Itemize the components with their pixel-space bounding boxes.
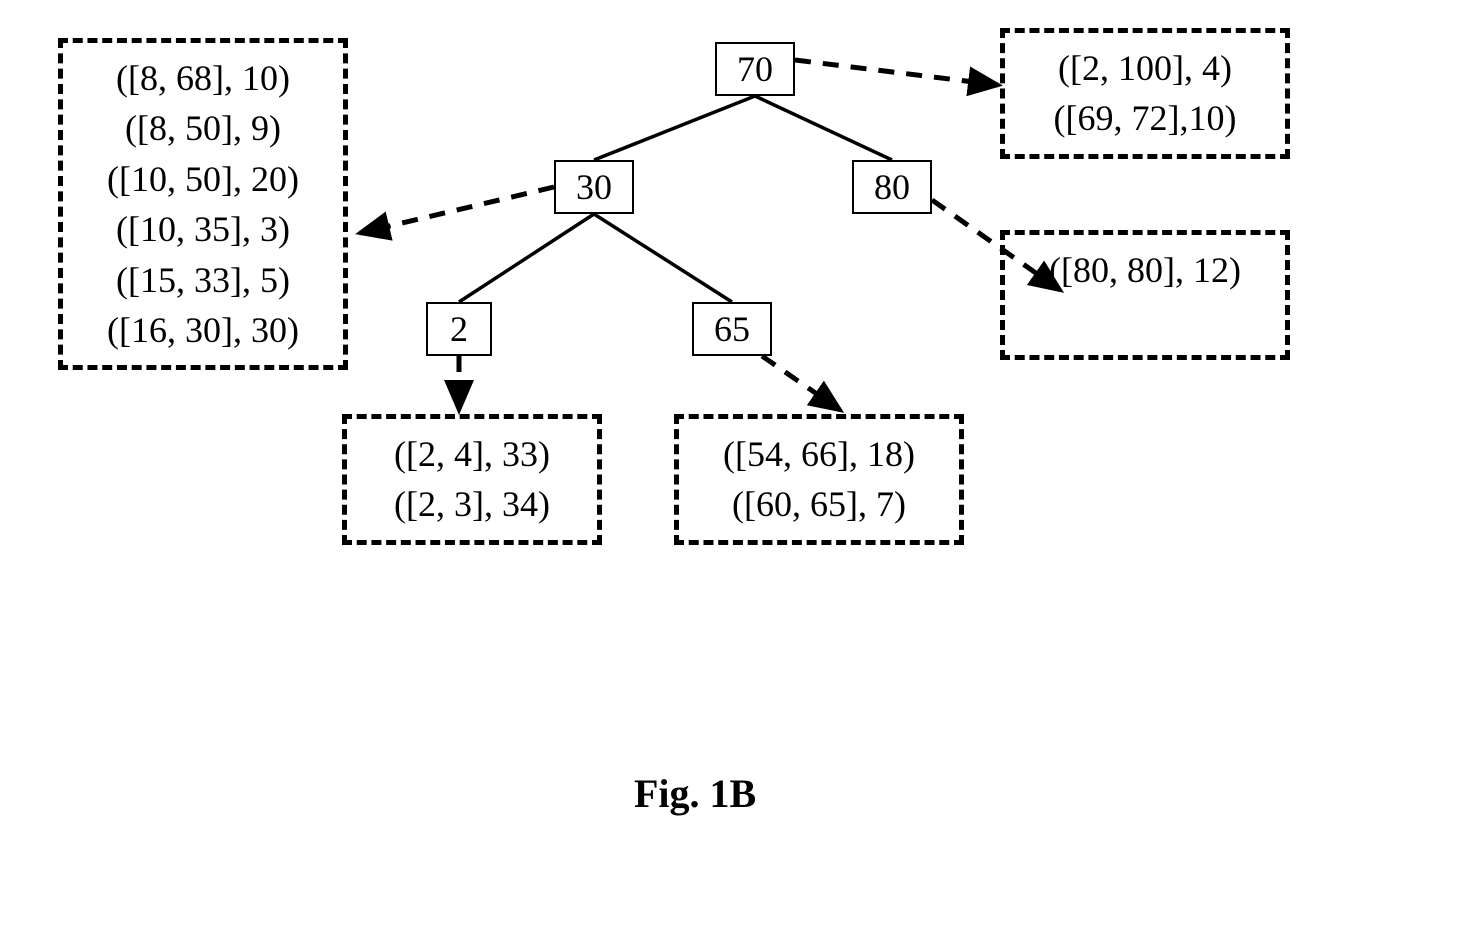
data-box-line: ([10, 50], 20): [77, 154, 329, 204]
data-box-line: ([8, 50], 9): [77, 103, 329, 153]
data-box-line: ([15, 33], 5): [77, 255, 329, 305]
tree-edges: [459, 96, 892, 302]
tree-node-65: 65: [692, 302, 772, 356]
tree-node-80: 80: [852, 160, 932, 214]
data-box-line: ([2, 3], 34): [361, 479, 583, 529]
diagram-canvas: 70 30 80 2 65 ([8, 68], 10)([8, 50], 9)(…: [0, 0, 1462, 931]
data-box-line: ([8, 68], 10): [77, 53, 329, 103]
data-box-line: ([2, 100], 4): [1019, 43, 1271, 93]
data-box-line: ([69, 72],10): [1019, 93, 1271, 143]
data-box-line: ([2, 4], 33): [361, 429, 583, 479]
data-box-line: ([60, 65], 7): [693, 479, 945, 529]
figure-caption-text: Fig. 1B: [634, 771, 756, 816]
data-box-line: ([10, 35], 3): [77, 204, 329, 254]
data-box-line: ([16, 30], 30): [77, 305, 329, 355]
tree-node-2: 2: [426, 302, 492, 356]
tree-node-30: 30: [554, 160, 634, 214]
data-pointer-arrows: [360, 60, 1060, 410]
data-box-node-80: ([80, 80], 12): [1000, 230, 1290, 360]
tree-node-label: 30: [576, 166, 612, 208]
data-box-node-2: ([2, 4], 33)([2, 3], 34): [342, 414, 602, 545]
data-box-line: ([54, 66], 18): [693, 429, 945, 479]
data-box-node-30: ([8, 68], 10)([8, 50], 9)([10, 50], 20)(…: [58, 38, 348, 370]
tree-node-label: 65: [714, 308, 750, 350]
data-box-line: ([80, 80], 12): [1019, 245, 1271, 295]
tree-node-70: 70: [715, 42, 795, 96]
figure-caption: Fig. 1B: [634, 770, 756, 817]
data-box-node-65: ([54, 66], 18)([60, 65], 7): [674, 414, 964, 545]
data-box-node-70: ([2, 100], 4)([69, 72],10): [1000, 28, 1290, 159]
tree-node-label: 80: [874, 166, 910, 208]
tree-node-label: 70: [737, 48, 773, 90]
tree-node-label: 2: [450, 308, 468, 350]
